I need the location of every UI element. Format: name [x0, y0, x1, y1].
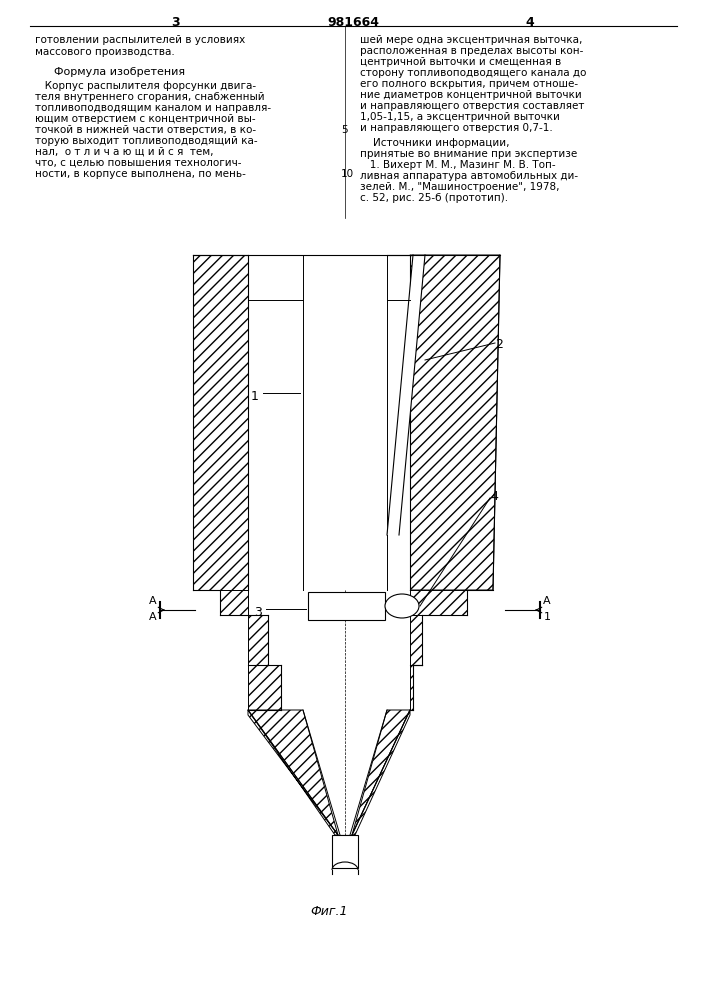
Text: ности, в корпусе выполнена, по мень-: ности, в корпусе выполнена, по мень- [35, 169, 246, 179]
Polygon shape [248, 710, 338, 835]
Text: 3: 3 [170, 16, 180, 29]
Text: 2: 2 [495, 338, 503, 351]
Text: его полного вскрытия, причем отноше-: его полного вскрытия, причем отноше- [360, 79, 578, 89]
Text: что, с целью повышения технологич-: что, с целью повышения технологич- [35, 158, 242, 168]
Text: 1: 1 [544, 612, 551, 622]
Polygon shape [352, 710, 410, 835]
Text: центричной выточки и смещенная в: центричной выточки и смещенная в [360, 57, 561, 67]
Ellipse shape [385, 594, 419, 618]
Text: 1: 1 [251, 390, 259, 403]
Text: Фиг.1: Фиг.1 [310, 905, 348, 918]
Polygon shape [308, 592, 385, 620]
Text: теля внутреннего сгорания, снабженный: теля внутреннего сгорания, снабженный [35, 92, 264, 102]
Polygon shape [332, 835, 358, 868]
Text: 4: 4 [525, 16, 534, 29]
Polygon shape [248, 615, 268, 665]
Text: 3: 3 [254, 606, 262, 619]
Text: шей мере одна эксцентричная выточка,: шей мере одна эксцентричная выточка, [360, 35, 583, 45]
Text: 5: 5 [341, 125, 348, 135]
Polygon shape [248, 665, 281, 710]
Text: A: A [149, 612, 157, 622]
Text: сторону топливоподводящего канала до: сторону топливоподводящего канала до [360, 68, 586, 78]
Polygon shape [410, 615, 422, 665]
Text: ние диаметров концентричной выточки: ние диаметров концентричной выточки [360, 90, 582, 100]
Text: Корпус распылителя форсунки двига-: Корпус распылителя форсунки двига- [35, 81, 256, 91]
Text: массового производства.: массового производства. [35, 47, 175, 57]
Polygon shape [410, 255, 500, 590]
Text: и направляющего отверстия 0,7-1.: и направляющего отверстия 0,7-1. [360, 123, 553, 133]
Text: топливоподводящим каналом и направля-: топливоподводящим каналом и направля- [35, 103, 271, 113]
Text: готовлении распылителей в условиях: готовлении распылителей в условиях [35, 35, 245, 45]
Text: торую выходит топливоподводящий ка-: торую выходит топливоподводящий ка- [35, 136, 257, 146]
Text: расположенная в пределах высоты кон-: расположенная в пределах высоты кон- [360, 46, 583, 56]
Text: и направляющего отверстия составляет: и направляющего отверстия составляет [360, 101, 585, 111]
Text: Формула изобретения: Формула изобретения [54, 67, 185, 77]
Polygon shape [248, 255, 410, 590]
Text: 10: 10 [341, 169, 354, 179]
Polygon shape [193, 590, 248, 615]
Polygon shape [193, 255, 248, 590]
Text: 4: 4 [490, 490, 498, 503]
Text: зелей. М., "Машиностроение", 1978,: зелей. М., "Машиностроение", 1978, [360, 182, 559, 192]
Polygon shape [410, 590, 493, 615]
Text: принятые во внимание при экспертизе: принятые во внимание при экспертизе [360, 149, 577, 159]
Text: A: A [149, 596, 157, 606]
Text: ющим отверстием с концентричной вы-: ющим отверстием с концентричной вы- [35, 114, 256, 124]
Polygon shape [387, 255, 425, 535]
Text: Источники информации,: Источники информации, [360, 138, 510, 148]
Text: A: A [543, 596, 551, 606]
Text: 981664: 981664 [327, 16, 379, 29]
Polygon shape [352, 710, 410, 835]
Text: с. 52, рис. 25-б (прототип).: с. 52, рис. 25-б (прототип). [360, 193, 508, 203]
Polygon shape [410, 665, 413, 710]
Text: нал,  о т л и ч а ю щ и й с я  тем,: нал, о т л и ч а ю щ и й с я тем, [35, 147, 214, 157]
Text: ливная аппаратура автомобильных ди-: ливная аппаратура автомобильных ди- [360, 171, 578, 181]
Text: 1,05-1,15, а эксцентричной выточки: 1,05-1,15, а эксцентричной выточки [360, 112, 560, 122]
Text: 1. Вихерт М. М., Мазинг М. В. Топ-: 1. Вихерт М. М., Мазинг М. В. Топ- [360, 160, 556, 170]
Text: точкой в нижней части отверстия, в ко-: точкой в нижней части отверстия, в ко- [35, 125, 256, 135]
Polygon shape [248, 710, 338, 835]
